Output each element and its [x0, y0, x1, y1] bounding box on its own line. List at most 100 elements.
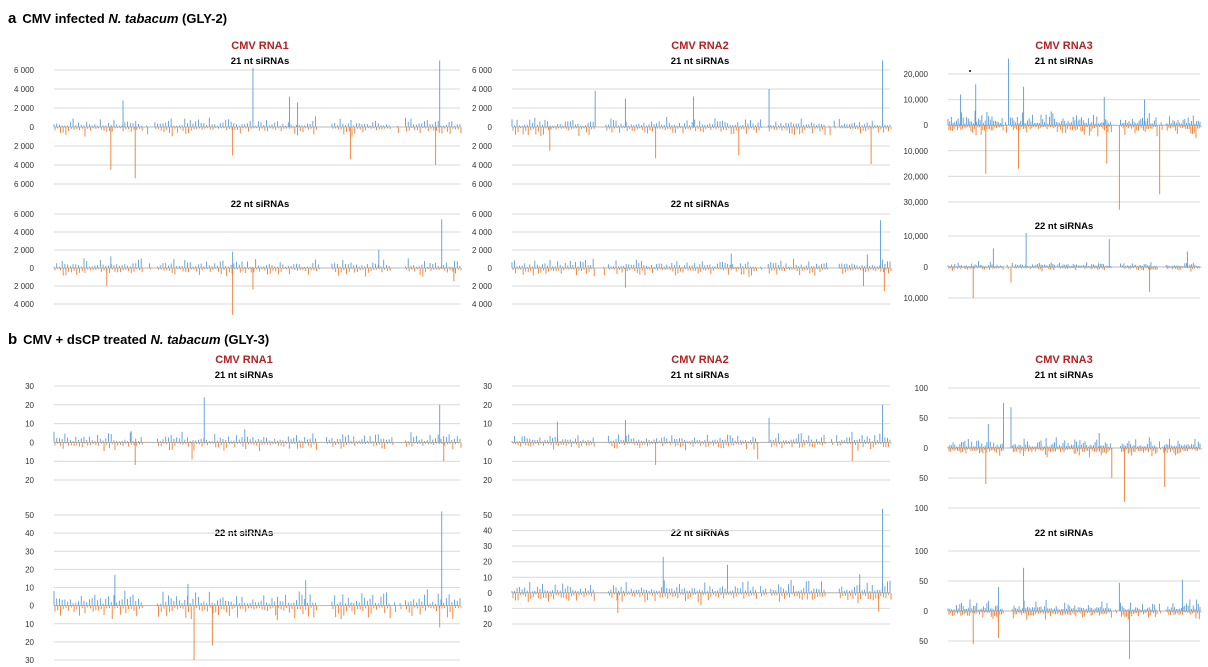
y-tick-label: 0 — [30, 602, 35, 611]
nt21-title-b3: 21 nt siRNAs — [1034, 370, 1094, 381]
nt22-title-b3: 22 nt siRNAs — [1034, 528, 1094, 539]
y-tick-label: 20 — [25, 401, 34, 410]
y-tick-label: 10 — [483, 420, 492, 429]
y-tick-label: 2 000 — [14, 282, 35, 291]
nt21-title-b1: 21 nt siRNAs — [214, 370, 274, 381]
y-tick-label: 6 000 — [14, 66, 35, 75]
y-tick-label: 6 000 — [472, 210, 493, 219]
y-tick-label: 40 — [25, 529, 34, 538]
y-tick-label: 10 — [25, 420, 34, 429]
y-tick-label: 0 — [30, 264, 35, 273]
rna-title-b1: CMV RNA1 — [215, 354, 273, 366]
y-tick-label: 20 — [25, 565, 34, 574]
y-tick-label: 20 — [483, 620, 492, 629]
y-tick-label: 6 000 — [14, 180, 35, 189]
rna-title-b2: CMV RNA2 — [671, 354, 729, 366]
nt21-title-a3: 21 nt siRNAs — [1034, 56, 1094, 67]
y-tick-label: 2 000 — [14, 104, 35, 113]
nt21-title-a2: 21 nt siRNAs — [670, 56, 730, 67]
y-tick-label: 0 — [30, 438, 35, 447]
y-tick-label: 20 — [25, 476, 34, 485]
y-tick-label: 6 000 — [14, 210, 35, 219]
plot-a3-21: 20,000 10,000 0 10,000 20,000 30,000 — [904, 58, 1202, 210]
y-tick-label: 10,000 — [904, 96, 929, 105]
plot-a2-22: 6 000 4 000 2 000 0 2 000 4 000 — [472, 210, 892, 309]
species-name: N. tabacum — [150, 332, 221, 347]
y-tick-label: 50 — [919, 577, 928, 586]
y-tick-label: 20 — [483, 558, 492, 567]
y-tick-label: 30 — [483, 382, 492, 391]
section-suffix: (GLY-2) — [178, 11, 228, 26]
y-tick-label: 10 — [483, 573, 492, 582]
rna-title-a2: CMV RNA2 — [671, 40, 729, 52]
y-tick-label: 6 000 — [472, 66, 493, 75]
y-tick-label: 100 — [915, 547, 929, 556]
nt22-title-b2: 22 nt siRNAs — [670, 528, 730, 539]
section-letter: a — [8, 10, 17, 27]
rna-title-b3: CMV RNA3 — [1035, 354, 1093, 366]
y-tick-label: 2 000 — [472, 246, 493, 255]
y-tick-label: 0 — [30, 123, 35, 132]
y-tick-label: 100 — [915, 504, 929, 513]
nt21-title-a1: 21 nt siRNAs — [230, 56, 290, 67]
nt22-title-a1: 22 nt siRNAs — [230, 199, 290, 210]
y-tick-label: 30 — [25, 382, 34, 391]
y-tick-label: 50 — [919, 474, 928, 483]
y-tick-label: 10 — [25, 457, 34, 466]
nt22-title-a2: 22 nt siRNAs — [670, 199, 730, 210]
y-tick-label: 10 — [25, 620, 34, 629]
y-tick-label: 0 — [924, 121, 929, 130]
y-tick-label: 50 — [25, 511, 34, 520]
y-tick-label: 30 — [25, 547, 34, 556]
y-tick-label: 2 000 — [14, 142, 35, 151]
nt21-title-b2: 21 nt siRNAs — [670, 370, 730, 381]
species-name: N. tabacum — [108, 11, 179, 26]
rna-title-a1: CMV RNA1 — [231, 40, 289, 52]
y-tick-label: 100 — [915, 384, 929, 393]
plot-b1-21: 30 20 10 0 10 20 — [25, 382, 462, 485]
nt22-title-a3: 22 nt siRNAs — [1034, 221, 1094, 232]
stray-dot — [969, 70, 971, 72]
y-tick-label: 20,000 — [904, 70, 929, 79]
y-tick-label: 40 — [483, 527, 492, 536]
y-tick-label: 20 — [25, 638, 34, 647]
y-tick-label: 4 000 — [472, 300, 493, 309]
y-tick-label: 0 — [488, 123, 493, 132]
y-tick-label: 0 — [488, 589, 493, 598]
plot-b2-22: 50 40 30 20 10 0 10 20 — [483, 508, 892, 629]
plot-b3-21: 100 50 0 50 100 — [915, 384, 1202, 513]
y-tick-label: 4 000 — [472, 161, 493, 170]
y-tick-label: 50 — [919, 637, 928, 646]
plot-a1-21: 6 000 4 000 2 000 0 2 000 4 000 6 000 — [14, 60, 462, 189]
y-tick-label: 4 000 — [14, 85, 35, 94]
y-tick-label: 10 — [483, 604, 492, 613]
y-tick-label: 20,000 — [904, 172, 929, 181]
y-tick-label: 0 — [924, 444, 929, 453]
section-prefix: CMV infected — [22, 11, 109, 26]
plot-a3-22: 10,000 0 10,000 — [904, 232, 1202, 303]
y-tick-label: 10,000 — [904, 294, 929, 303]
section-a-title: a CMV infected N. tabacum (GLY-2) — [8, 10, 227, 27]
y-tick-label: 10,000 — [904, 232, 929, 241]
y-tick-label: 30 — [483, 542, 492, 551]
y-tick-label: 10 — [25, 584, 34, 593]
plot-b2-21: 30 20 10 0 10 20 — [483, 382, 892, 485]
y-tick-label: 10,000 — [904, 147, 929, 156]
y-tick-label: 0 — [488, 438, 493, 447]
y-tick-label: 50 — [483, 511, 492, 520]
y-tick-label: 6 000 — [472, 180, 493, 189]
y-tick-label: 4 000 — [14, 161, 35, 170]
y-tick-label: 0 — [924, 263, 929, 272]
y-tick-label: 4 000 — [14, 300, 35, 309]
plot-a1-22: 6 000 4 000 2 000 0 2 000 4 000 — [14, 210, 462, 315]
y-tick-label: 0 — [488, 264, 493, 273]
y-tick-label: 30 — [25, 656, 34, 665]
section-suffix: (GLY-3) — [220, 332, 270, 347]
y-tick-label: 10 — [483, 457, 492, 466]
y-tick-label: 2 000 — [472, 104, 493, 113]
section-letter: b — [8, 331, 18, 348]
y-tick-label: 4 000 — [472, 85, 493, 94]
y-tick-label: 2 000 — [472, 142, 493, 151]
y-tick-label: 30,000 — [904, 198, 929, 207]
